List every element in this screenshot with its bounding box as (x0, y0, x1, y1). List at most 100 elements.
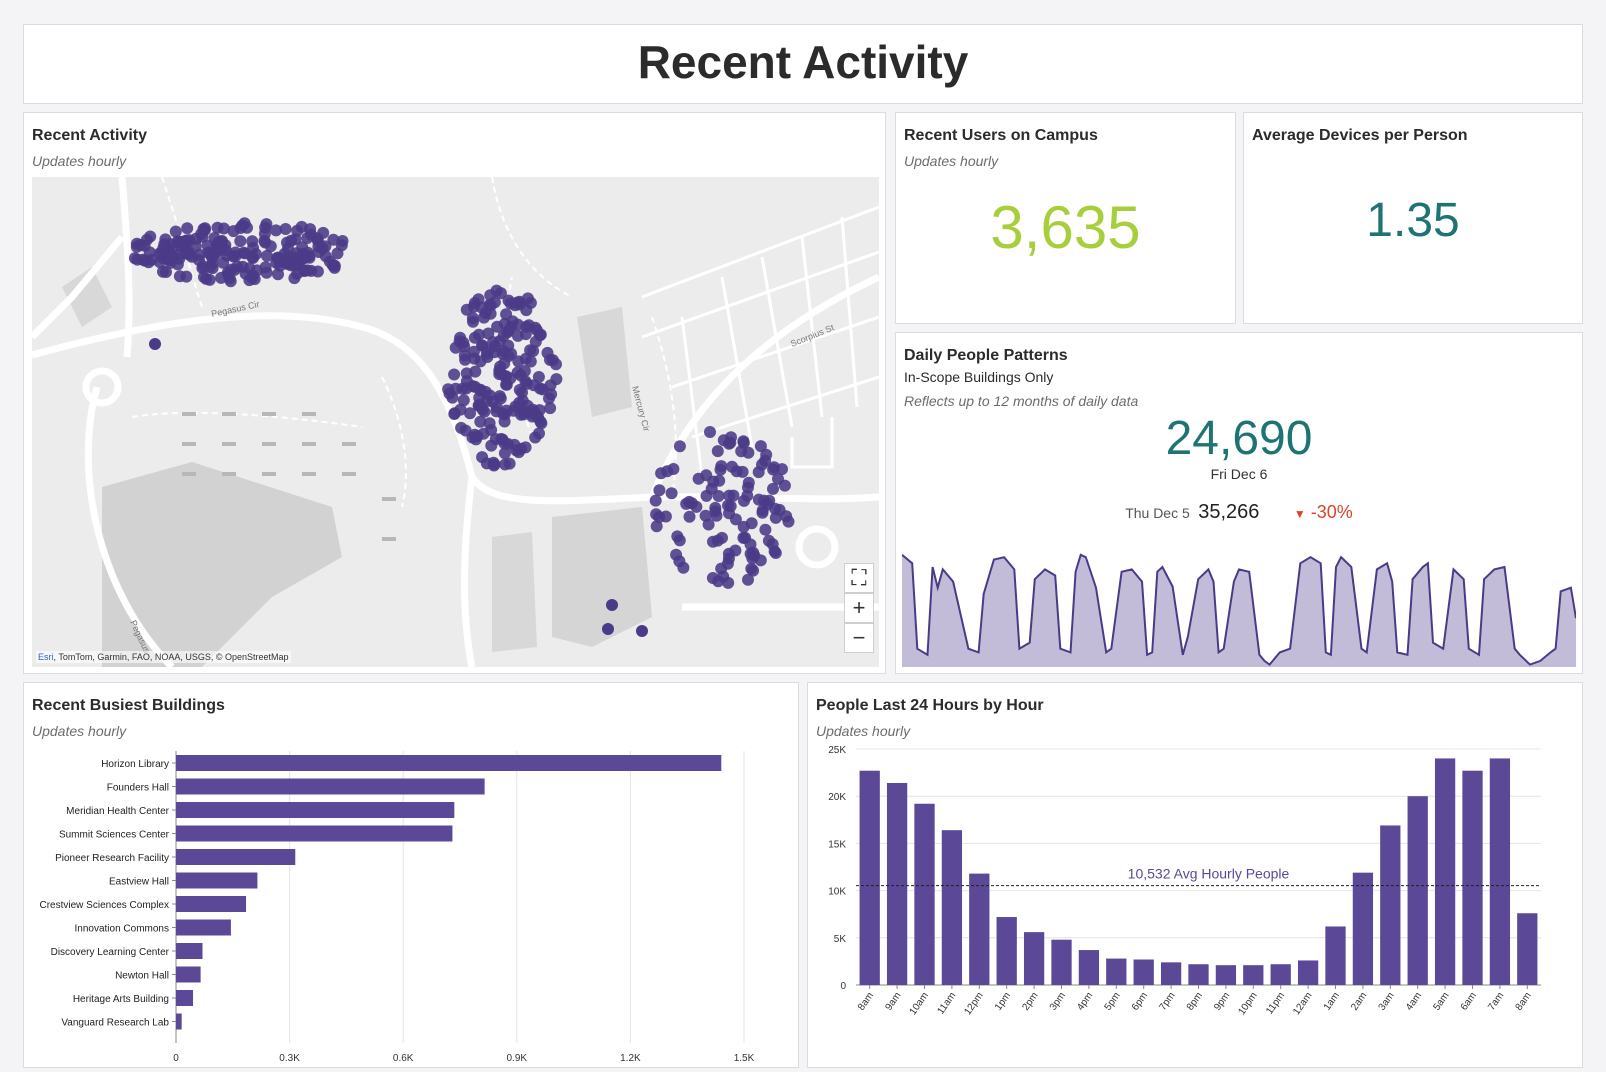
recent-users-title: Recent Users on Campus (904, 127, 1098, 144)
activity-point (222, 268, 235, 281)
roundabout (795, 525, 839, 569)
activity-point (490, 405, 503, 418)
activity-point (711, 534, 724, 547)
daily-patterns-title: Daily People Patterns (904, 347, 1068, 364)
bar (1051, 939, 1072, 985)
x-tick-label: 4pm (1075, 990, 1095, 1012)
activity-point (476, 301, 488, 314)
daily-patterns-panel: Daily People Patterns In-Scope Buildings… (895, 332, 1583, 674)
activity-map[interactable]: Pegasus Cir Scorpius St Mercury Cir Pega… (32, 177, 879, 667)
map-panel-subtitle: Updates hourly (32, 153, 127, 169)
category-label: Newton Hall (115, 971, 169, 982)
hourly-people-chart[interactable]: 0 5K 10K 15K 20K 25K 8am 9am 10am 11am 12pm 1pm 2pm 3… (816, 743, 1576, 1063)
activity-point (323, 255, 336, 268)
category-label: Vanguard Research Lab (61, 1018, 169, 1029)
activity-point (312, 246, 325, 258)
activity-point (524, 355, 537, 368)
map-canvas[interactable]: Pegasus Cir Scorpius St Mercury Cir Pega… (32, 177, 879, 667)
attribution-text: , TomTom, Garmin, FAO, NOAA, USGS, © Ope… (53, 652, 289, 662)
x-tick-label: 9pm (1212, 990, 1232, 1012)
activity-point (717, 570, 730, 583)
bar (1160, 962, 1182, 985)
sparkline-area (902, 554, 1576, 667)
esri-link[interactable]: Esri (38, 652, 54, 662)
activity-point (201, 239, 214, 252)
bar (914, 803, 935, 985)
activity-point (130, 240, 143, 253)
category-label: Crestview Sciences Complex (40, 900, 170, 911)
activity-point (477, 427, 490, 440)
bar (859, 770, 880, 985)
activity-point (457, 336, 470, 349)
zoom-out-button[interactable]: − (844, 623, 874, 653)
bar (1106, 958, 1127, 985)
activity-point (260, 266, 273, 279)
hourly-people-subtitle: Updates hourly (816, 723, 911, 739)
activity-point (650, 520, 663, 533)
activity-point (234, 235, 247, 248)
activity-point (673, 534, 686, 547)
category-label: Pioneer Research Facility (55, 853, 169, 864)
activity-point (521, 399, 534, 412)
bar (176, 802, 455, 818)
activity-point (128, 252, 141, 265)
bar (176, 1013, 182, 1030)
activity-point (503, 457, 516, 470)
map-panel: Recent Activity Updates hourly (23, 112, 886, 674)
bar (176, 872, 258, 889)
activity-points[interactable] (128, 217, 795, 637)
activity-point (683, 510, 696, 523)
activity-point (742, 573, 754, 586)
activity-point (541, 346, 554, 359)
activity-point (667, 463, 680, 475)
activity-point (498, 415, 511, 428)
activity-point (159, 233, 172, 246)
activity-point (175, 247, 188, 260)
activity-point (442, 383, 455, 396)
activity-point (500, 378, 513, 391)
bar (1462, 770, 1483, 985)
busiest-buildings-chart[interactable]: 0 0.3K 0.6K 0.9K 1.2K 1.5K Horizon Library Foun… (32, 743, 792, 1063)
daily-sparkline-chart[interactable] (902, 539, 1576, 667)
activity-point (239, 267, 252, 280)
zoom-in-button[interactable]: + (844, 593, 874, 623)
x-tick-label: 0.9K (507, 1053, 528, 1063)
activity-point (229, 246, 242, 259)
activity-point (550, 358, 562, 371)
building-shape (62, 267, 112, 327)
activity-point (198, 271, 210, 284)
activity-point (474, 384, 487, 397)
activity-point (702, 518, 715, 531)
activity-point (285, 234, 298, 247)
bar (1434, 758, 1456, 985)
activity-point (653, 484, 666, 497)
avg-devices-panel: Average Devices per Person 1.35 (1243, 112, 1583, 324)
category-label: Eastview Hall (109, 877, 169, 888)
activity-point (490, 284, 503, 297)
category-label: Founders Hall (107, 783, 169, 794)
activity-point (239, 247, 251, 260)
roundabout (82, 367, 122, 407)
bar (1517, 913, 1538, 985)
bar (176, 990, 194, 1006)
activity-point (292, 257, 305, 270)
bar (176, 825, 453, 842)
avg-devices-title: Average Devices per Person (1252, 127, 1468, 144)
map-panel-title: Recent Activity (32, 127, 147, 144)
activity-point (502, 294, 515, 307)
activity-point (704, 426, 716, 438)
home-extent-button[interactable]: ⛶ (844, 563, 874, 593)
activity-point (485, 439, 498, 452)
x-tick-label: 4am (1404, 990, 1424, 1012)
dashboard-header: Recent Activity (23, 24, 1583, 104)
y-tick-label: 25K (828, 745, 846, 756)
activity-point (729, 513, 742, 526)
x-tick-label: 11pm (1264, 990, 1287, 1016)
activity-point (767, 482, 779, 495)
activity-point (673, 555, 686, 568)
x-tick-label: 1am (1322, 990, 1342, 1012)
activity-point (723, 489, 736, 502)
activity-point (459, 353, 472, 366)
bar (176, 849, 296, 865)
busiest-buildings-title: Recent Busiest Buildings (32, 697, 225, 714)
